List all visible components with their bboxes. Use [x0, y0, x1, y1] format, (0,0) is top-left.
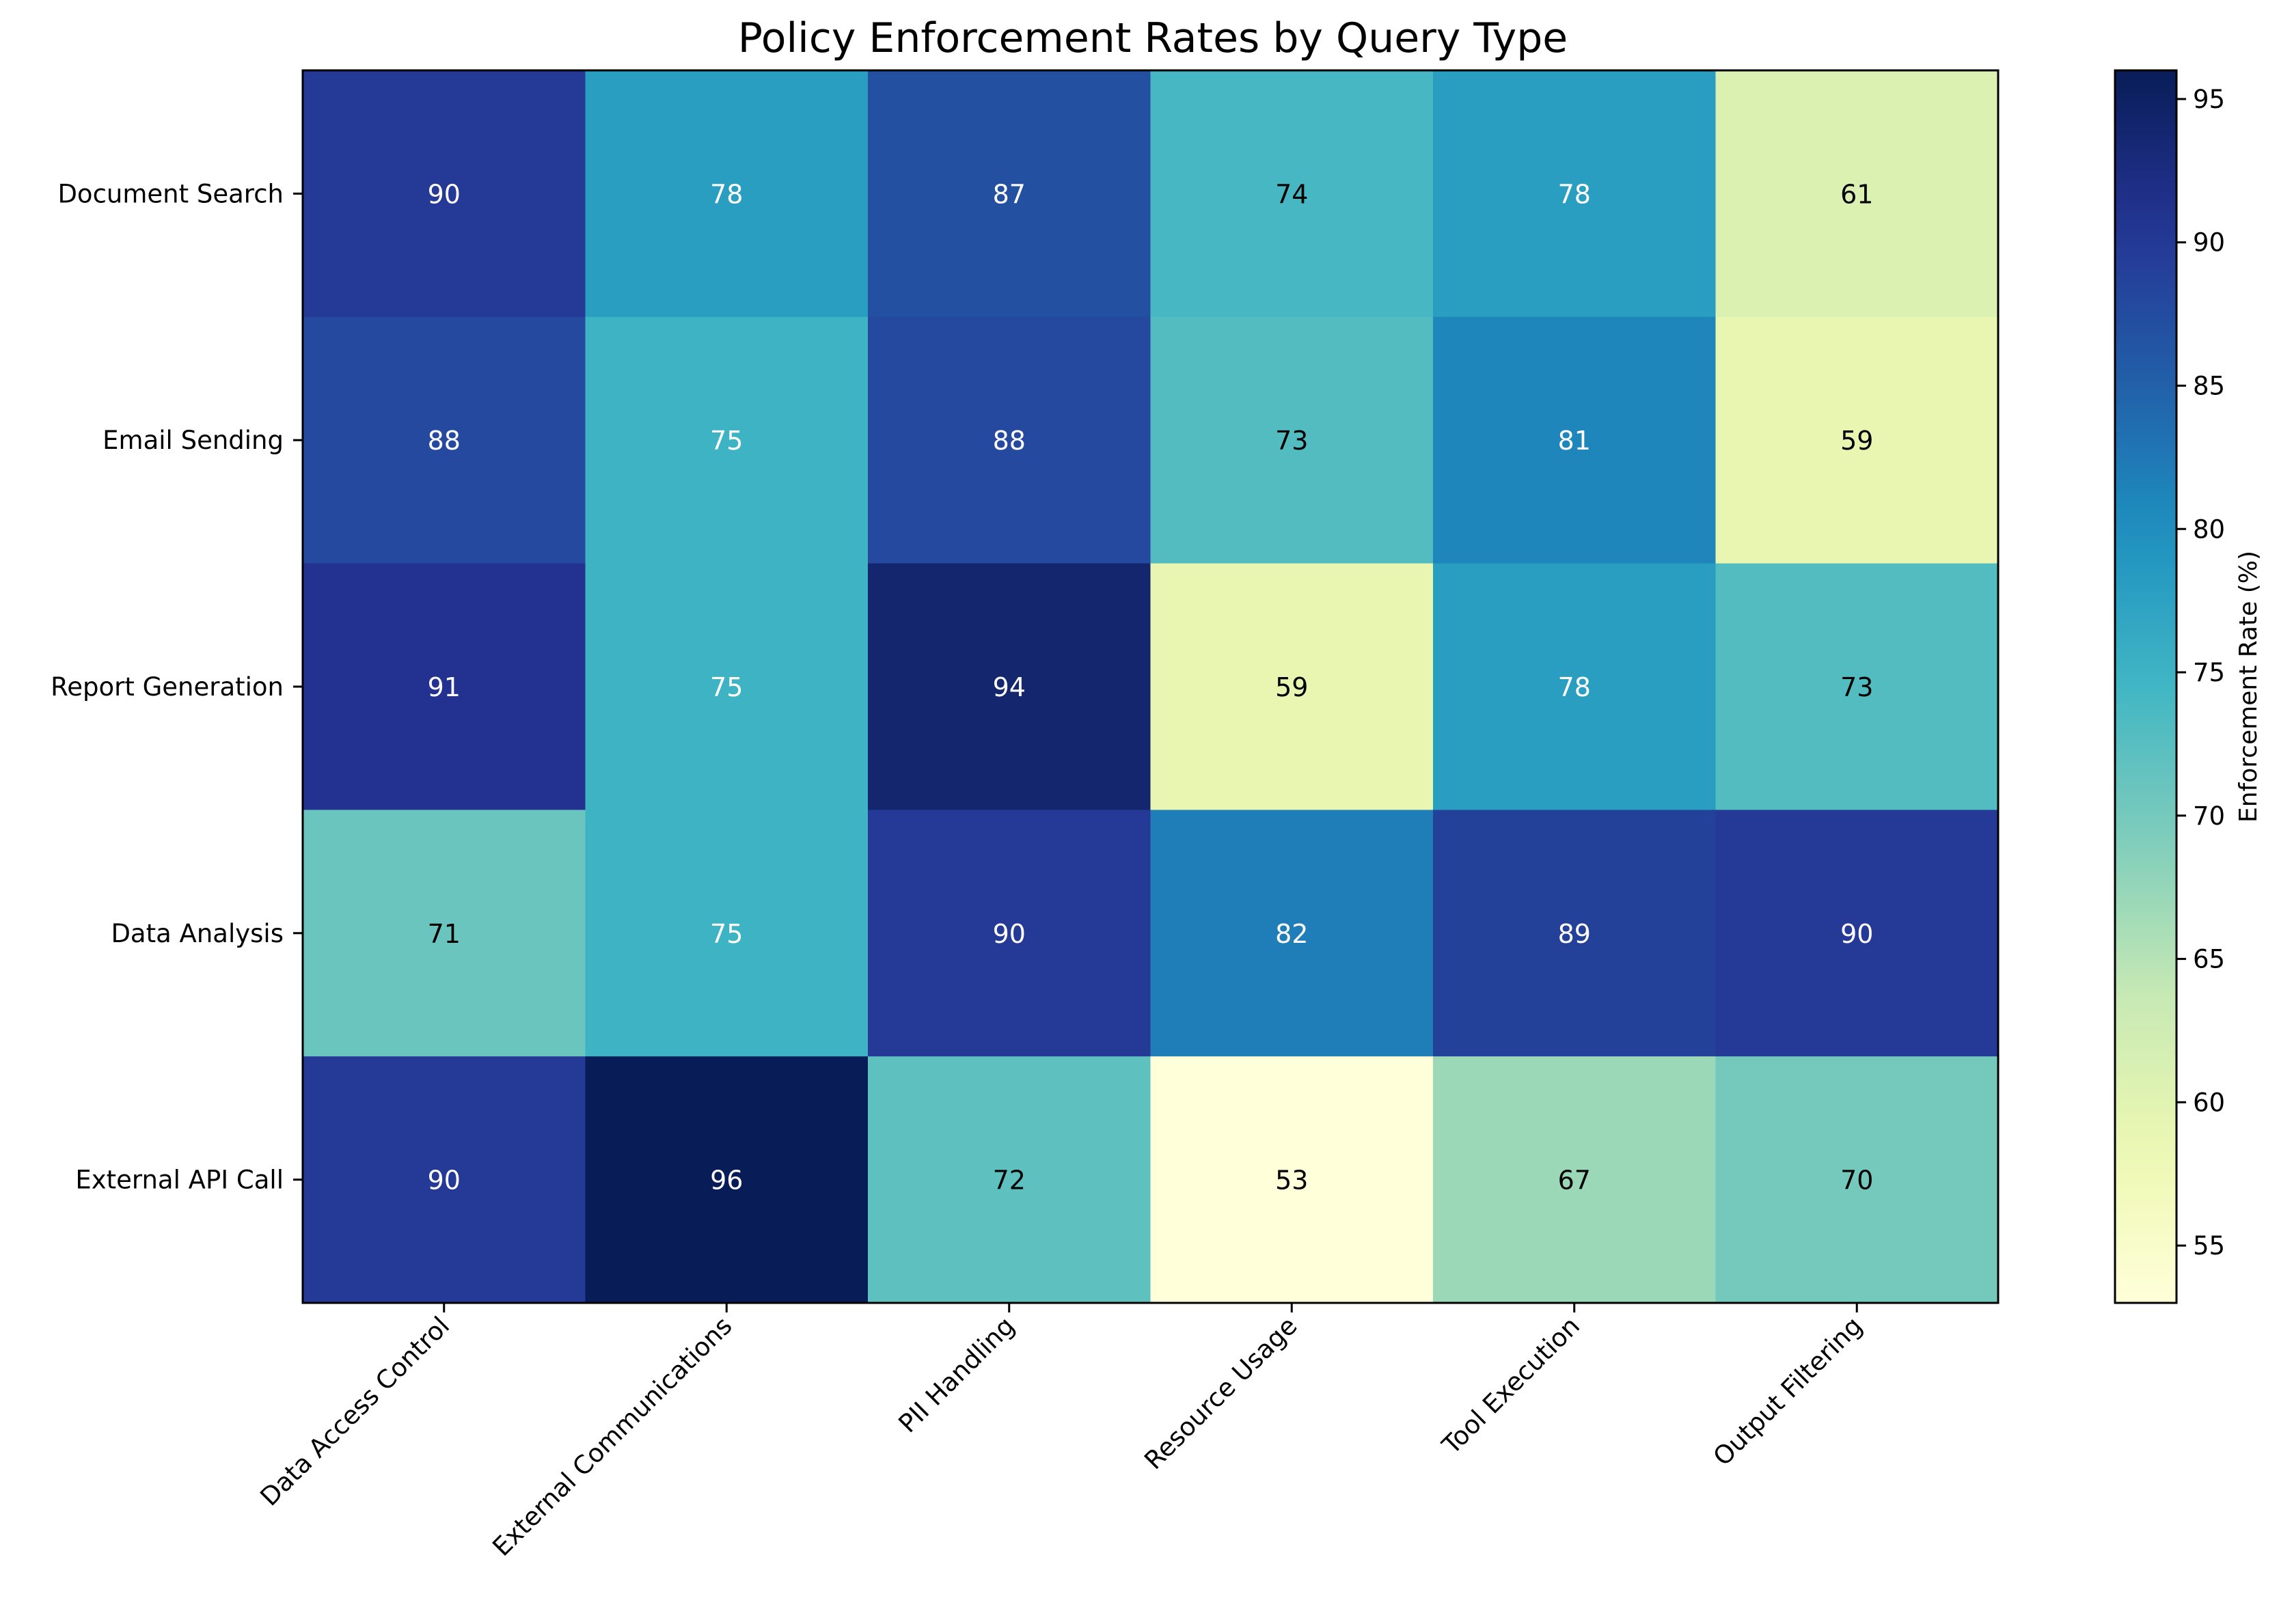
cell-value-label: 91	[428, 672, 461, 702]
y-tick-label: External API Call	[75, 1166, 284, 1195]
colorbar-tick-label: 95	[2193, 85, 2225, 114]
cell-value-label: 78	[710, 179, 743, 209]
heatmap-cell	[1433, 316, 1716, 564]
heatmap-cell	[868, 563, 1151, 810]
heatmap-cell	[303, 1056, 586, 1304]
cell-value-label: 82	[1275, 919, 1308, 949]
heatmap-cell	[1715, 563, 1999, 810]
cell-value-label: 89	[1558, 919, 1591, 949]
heatmap-cell	[1715, 316, 1999, 564]
colorbar-tick-label: 70	[2193, 801, 2225, 831]
colorbar-tick-label: 60	[2193, 1088, 2225, 1117]
cell-value-label: 59	[1840, 426, 1873, 456]
heatmap-cell	[1433, 1056, 1716, 1304]
cell-value-label: 81	[1558, 426, 1591, 456]
cell-value-label: 70	[1840, 1166, 1873, 1196]
heatmap-cell	[868, 1056, 1151, 1304]
cell-value-label: 75	[710, 426, 743, 456]
x-tick-label: PII Handling	[893, 1311, 1021, 1439]
heatmap-cell	[1150, 70, 1434, 318]
heatmap-cell	[868, 810, 1151, 1057]
colorbar-tick-label: 55	[2193, 1231, 2225, 1261]
colorbar-tick-label: 80	[2193, 514, 2225, 544]
chart-title: Policy Enforcement Rates by Query Type	[738, 14, 1568, 62]
heatmap-cell	[303, 316, 586, 564]
heatmap-cell	[303, 563, 586, 810]
cell-value-label: 90	[428, 179, 461, 209]
cell-value-label: 75	[710, 672, 743, 702]
heatmap-cell	[303, 70, 586, 318]
heatmap-cell	[585, 810, 869, 1057]
x-tick-label: Resource Usage	[1138, 1311, 1302, 1475]
cell-value-label: 59	[1275, 672, 1308, 702]
cell-value-label: 78	[1558, 672, 1591, 702]
heatmap-cell	[1150, 563, 1434, 810]
heatmap-cell	[868, 70, 1151, 318]
cell-value-label: 90	[993, 919, 1026, 949]
heatmap-cell	[1715, 70, 1999, 318]
cell-value-label: 87	[993, 179, 1026, 209]
x-tick-label: Data Access Control	[254, 1311, 455, 1512]
colorbar-tick-label: 85	[2193, 371, 2225, 400]
cell-value-label: 88	[993, 426, 1026, 456]
colorbar	[2114, 69, 2178, 1304]
cell-value-label: 78	[1558, 179, 1591, 209]
cell-value-label: 53	[1275, 1166, 1308, 1196]
x-tick-label: Output Filtering	[1708, 1311, 1868, 1472]
heatmap-cell	[1150, 1056, 1434, 1304]
y-tick-label: Email Sending	[103, 426, 284, 455]
heatmap-cell	[868, 316, 1151, 564]
cell-value-label: 67	[1558, 1166, 1591, 1196]
colorbar-tick-label: 90	[2193, 228, 2225, 258]
cell-value-label: 73	[1275, 426, 1308, 456]
y-tick-label: Document Search	[57, 179, 284, 208]
cell-value-label: 61	[1840, 179, 1873, 209]
cell-value-label: 88	[428, 426, 461, 456]
heatmap-cell	[585, 70, 869, 318]
cell-value-label: 74	[1275, 179, 1308, 209]
heatmap-cell	[1715, 810, 1999, 1057]
colorbar-label: Enforcement Rate (%)	[2235, 551, 2263, 823]
heatmap-cell	[585, 1056, 869, 1304]
heatmap-cell	[1433, 563, 1716, 810]
heatmap-cell	[1150, 810, 1434, 1057]
cell-value-label: 94	[993, 672, 1026, 702]
cell-value-label: 90	[1840, 919, 1873, 949]
cell-value-label: 90	[428, 1166, 461, 1196]
colorbar-tick-label: 65	[2193, 945, 2225, 974]
heatmap-cell	[303, 810, 586, 1057]
heatmap-cell	[585, 316, 869, 564]
cell-value-label: 75	[710, 919, 743, 949]
heatmap-cell	[1433, 70, 1716, 318]
heatmap-cell	[585, 563, 869, 810]
x-tick-label: Tool Execution	[1436, 1311, 1585, 1461]
heatmap-cell	[1433, 810, 1716, 1057]
heatmap-cell	[1150, 316, 1434, 564]
y-tick-label: Data Analysis	[111, 919, 284, 948]
heatmap-cell	[1715, 1056, 1999, 1304]
cell-value-label: 72	[993, 1166, 1026, 1196]
cell-value-label: 96	[710, 1166, 743, 1196]
cell-value-label: 71	[428, 919, 461, 949]
x-tick-label: External Communications	[487, 1311, 737, 1562]
y-tick-label: Report Generation	[51, 672, 284, 702]
colorbar-tick-label: 75	[2193, 658, 2225, 687]
cell-value-label: 73	[1840, 672, 1873, 702]
